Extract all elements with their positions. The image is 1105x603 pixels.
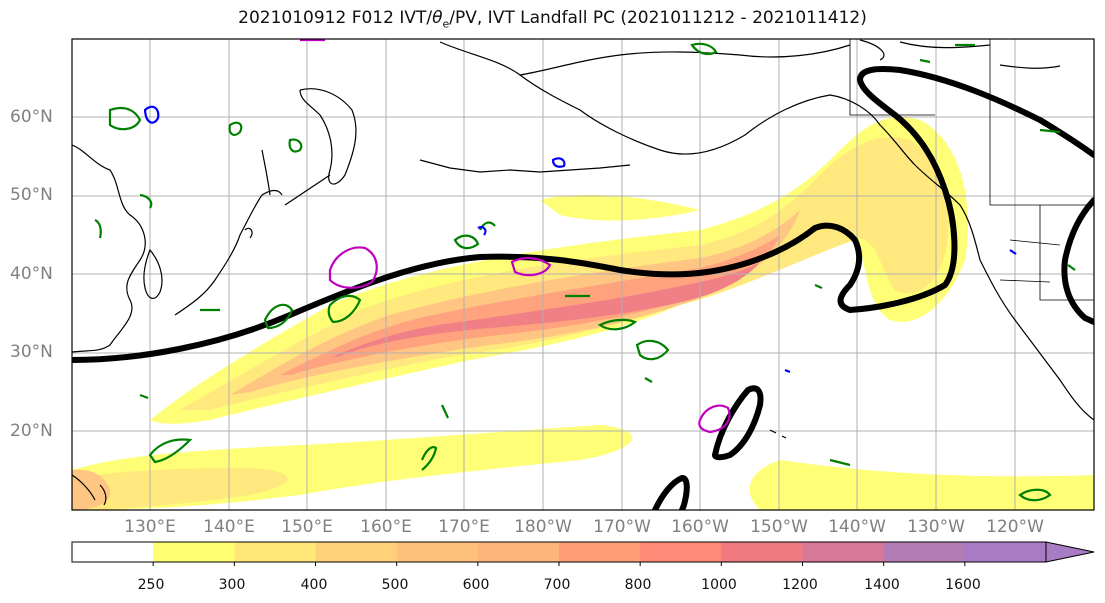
colorbar-label-500: 500 (381, 577, 409, 593)
alaska-interior (519, 44, 851, 76)
colorbar-label-1000: 1000 (701, 577, 737, 593)
colorbar-segment (72, 542, 154, 562)
hawaii (769, 429, 787, 439)
colorbar-label-700: 700 (543, 577, 571, 593)
north-america-west-coast (914, 164, 1094, 421)
colorbar-label-300: 300 (218, 577, 246, 593)
alaska (439, 41, 916, 166)
colorbar-label-800: 800 (624, 577, 652, 593)
pv-contours-blue (143, 105, 1017, 374)
colorbar-segment (559, 542, 641, 562)
lat-label-20: 20°N (10, 421, 53, 441)
colorbar-label-600: 600 (462, 577, 490, 593)
lon-label-130w: 130°W (907, 517, 965, 537)
korea (143, 248, 163, 299)
lat-label-30: 30°N (10, 342, 53, 362)
colorbar-label-1200: 1200 (782, 577, 818, 593)
lon-label-120w: 120°W (986, 517, 1044, 537)
lon-label-140w: 140°W (828, 517, 886, 537)
lon-label-180w: 180°W (514, 517, 572, 537)
coastlines (72, 39, 1094, 506)
lat-label-50: 50°N (10, 185, 53, 205)
aleutians (419, 159, 631, 173)
map-frame (71, 38, 1095, 511)
pv-contours-green (94, 42, 1076, 502)
arctic-islands (859, 39, 1061, 69)
colorbar-label-400: 400 (300, 577, 328, 593)
kuril-islands (284, 174, 331, 206)
lon-label-160e: 160°E (360, 517, 412, 537)
lon-label-160w: 160°W (671, 517, 729, 537)
colorbar-extend-arrow (1045, 541, 1095, 563)
philippines (72, 474, 107, 506)
colorbar-segment (964, 542, 1047, 562)
ivt-shading (72, 117, 1094, 510)
colorbar-segment (802, 542, 885, 562)
colorbar-segment (640, 542, 722, 562)
colorbar-segment (153, 542, 235, 562)
lon-label-130e: 130°E (124, 517, 176, 537)
colorbar-segment (721, 542, 803, 562)
lon-label-170e: 170°E (438, 517, 490, 537)
colorbar-label-1400: 1400 (864, 577, 900, 593)
colorbar-label-250: 250 (137, 577, 165, 593)
colorbar-segment (315, 542, 398, 562)
lon-label-170w: 170°W (593, 517, 651, 537)
kamchatka (299, 88, 357, 185)
lon-label-150e: 150°E (281, 517, 333, 537)
colorbar-segment (883, 542, 966, 562)
colorbar-segment (396, 542, 479, 562)
map-title: 2021010912 F012 IVT/θe/PV, IVT Landfall … (238, 8, 867, 31)
pv-contours-magenta (300, 39, 731, 434)
lat-label-60: 60°N (10, 107, 53, 127)
sakhalin (261, 149, 271, 196)
colorbar-segment (477, 542, 560, 562)
colorbar-ticks (152, 562, 966, 566)
colorbar-segments (72, 542, 1047, 562)
colorbar-segment (234, 542, 316, 562)
lon-label-140e: 140°E (203, 517, 255, 537)
colorbar-label-1600: 1600 (945, 577, 981, 593)
japan (174, 189, 283, 316)
ivt-colorbar (71, 541, 1095, 566)
lon-label-150w: 150°W (750, 517, 808, 537)
lat-label-40: 40°N (10, 264, 53, 284)
graticule (72, 39, 1094, 510)
asia-coast (72, 144, 146, 353)
theta-e-contour (72, 66, 1094, 510)
